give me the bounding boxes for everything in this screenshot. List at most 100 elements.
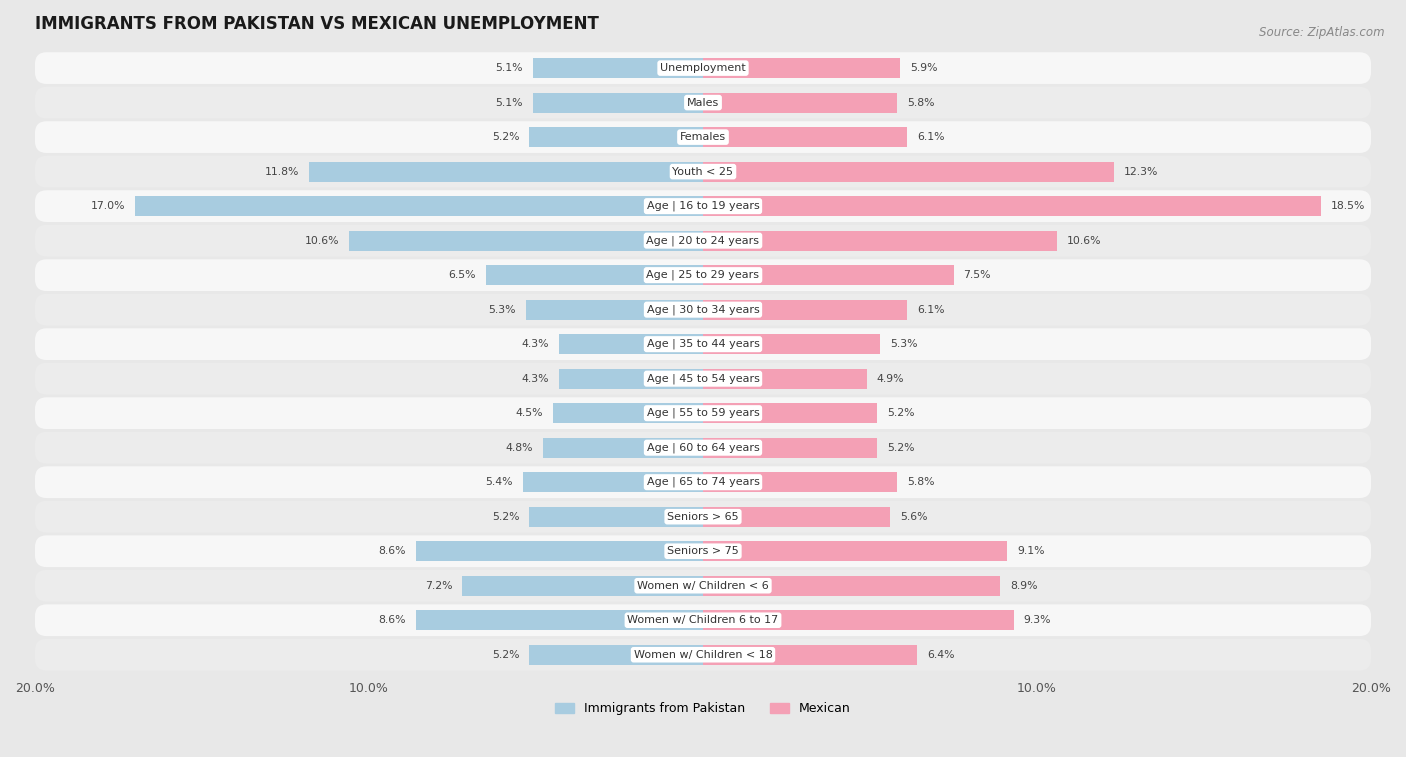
Text: Seniors > 65: Seniors > 65 — [668, 512, 738, 522]
FancyBboxPatch shape — [35, 431, 1371, 463]
FancyBboxPatch shape — [35, 501, 1371, 533]
FancyBboxPatch shape — [35, 639, 1371, 671]
Bar — [703, 438, 877, 458]
Bar — [703, 161, 1114, 182]
Text: 7.2%: 7.2% — [425, 581, 453, 590]
Text: 18.5%: 18.5% — [1331, 201, 1365, 211]
Text: Age | 16 to 19 years: Age | 16 to 19 years — [647, 201, 759, 211]
Bar — [703, 506, 890, 527]
Text: 8.6%: 8.6% — [378, 615, 406, 625]
Text: Age | 20 to 24 years: Age | 20 to 24 years — [647, 235, 759, 246]
Bar — [560, 334, 703, 354]
Text: Age | 25 to 29 years: Age | 25 to 29 years — [647, 270, 759, 280]
Text: Age | 60 to 64 years: Age | 60 to 64 years — [647, 442, 759, 453]
Bar — [703, 541, 1007, 561]
FancyBboxPatch shape — [35, 52, 1371, 84]
Text: IMMIGRANTS FROM PAKISTAN VS MEXICAN UNEMPLOYMENT: IMMIGRANTS FROM PAKISTAN VS MEXICAN UNEM… — [35, 15, 599, 33]
Bar — [703, 300, 907, 319]
Text: Youth < 25: Youth < 25 — [672, 167, 734, 176]
Text: 5.2%: 5.2% — [492, 132, 519, 142]
Text: 5.2%: 5.2% — [887, 443, 914, 453]
Bar — [703, 576, 1000, 596]
Text: Males: Males — [688, 98, 718, 107]
Bar — [703, 369, 866, 388]
Text: 4.8%: 4.8% — [505, 443, 533, 453]
Text: Age | 30 to 34 years: Age | 30 to 34 years — [647, 304, 759, 315]
Text: Seniors > 75: Seniors > 75 — [666, 547, 740, 556]
Bar — [486, 265, 703, 285]
FancyBboxPatch shape — [35, 363, 1371, 394]
Text: 10.6%: 10.6% — [305, 235, 339, 245]
FancyBboxPatch shape — [35, 225, 1371, 257]
Bar — [703, 645, 917, 665]
Bar — [703, 92, 897, 113]
Text: 10.6%: 10.6% — [1067, 235, 1101, 245]
Text: Women w/ Children < 18: Women w/ Children < 18 — [634, 650, 772, 660]
Bar — [463, 576, 703, 596]
Bar — [526, 300, 703, 319]
Text: 11.8%: 11.8% — [264, 167, 299, 176]
FancyBboxPatch shape — [35, 190, 1371, 222]
Bar — [529, 127, 703, 147]
Bar — [135, 196, 703, 217]
Text: 5.8%: 5.8% — [907, 477, 934, 488]
Text: Age | 35 to 44 years: Age | 35 to 44 years — [647, 339, 759, 350]
Text: 5.9%: 5.9% — [910, 63, 938, 73]
Text: 5.1%: 5.1% — [495, 98, 523, 107]
Bar — [309, 161, 703, 182]
Bar — [703, 196, 1322, 217]
Text: 4.9%: 4.9% — [877, 374, 904, 384]
Bar — [703, 403, 877, 423]
Text: 5.6%: 5.6% — [900, 512, 928, 522]
Text: 17.0%: 17.0% — [90, 201, 125, 211]
Text: Source: ZipAtlas.com: Source: ZipAtlas.com — [1260, 26, 1385, 39]
Bar — [416, 610, 703, 631]
Text: 6.5%: 6.5% — [449, 270, 475, 280]
Text: Women w/ Children 6 to 17: Women w/ Children 6 to 17 — [627, 615, 779, 625]
Text: 5.8%: 5.8% — [907, 98, 934, 107]
Bar — [553, 403, 703, 423]
Text: 4.5%: 4.5% — [515, 408, 543, 418]
Bar — [523, 472, 703, 492]
Bar — [703, 127, 907, 147]
Text: 5.2%: 5.2% — [492, 650, 519, 660]
Text: 6.1%: 6.1% — [917, 304, 945, 315]
Bar — [703, 472, 897, 492]
Bar — [703, 334, 880, 354]
Text: 4.3%: 4.3% — [522, 374, 550, 384]
Bar — [529, 645, 703, 665]
FancyBboxPatch shape — [35, 87, 1371, 119]
FancyBboxPatch shape — [35, 294, 1371, 326]
Text: 5.3%: 5.3% — [890, 339, 918, 349]
Text: 7.5%: 7.5% — [963, 270, 991, 280]
Bar — [533, 58, 703, 78]
FancyBboxPatch shape — [35, 570, 1371, 602]
Text: 5.1%: 5.1% — [495, 63, 523, 73]
Text: Women w/ Children < 6: Women w/ Children < 6 — [637, 581, 769, 590]
Bar — [529, 506, 703, 527]
Text: 8.6%: 8.6% — [378, 547, 406, 556]
FancyBboxPatch shape — [35, 466, 1371, 498]
FancyBboxPatch shape — [35, 397, 1371, 429]
Text: 5.2%: 5.2% — [492, 512, 519, 522]
Text: 8.9%: 8.9% — [1011, 581, 1038, 590]
FancyBboxPatch shape — [35, 260, 1371, 291]
Bar — [560, 369, 703, 388]
FancyBboxPatch shape — [35, 329, 1371, 360]
Bar — [703, 58, 900, 78]
FancyBboxPatch shape — [35, 604, 1371, 636]
Legend: Immigrants from Pakistan, Mexican: Immigrants from Pakistan, Mexican — [555, 702, 851, 715]
Text: 6.1%: 6.1% — [917, 132, 945, 142]
Bar — [703, 231, 1057, 251]
Text: 5.3%: 5.3% — [488, 304, 516, 315]
Bar — [543, 438, 703, 458]
Bar — [703, 265, 953, 285]
Text: Unemployment: Unemployment — [661, 63, 745, 73]
Bar — [416, 541, 703, 561]
Text: 9.1%: 9.1% — [1017, 547, 1045, 556]
Text: Age | 55 to 59 years: Age | 55 to 59 years — [647, 408, 759, 419]
Text: 4.3%: 4.3% — [522, 339, 550, 349]
Text: 6.4%: 6.4% — [927, 650, 955, 660]
Text: 12.3%: 12.3% — [1123, 167, 1159, 176]
FancyBboxPatch shape — [35, 535, 1371, 567]
